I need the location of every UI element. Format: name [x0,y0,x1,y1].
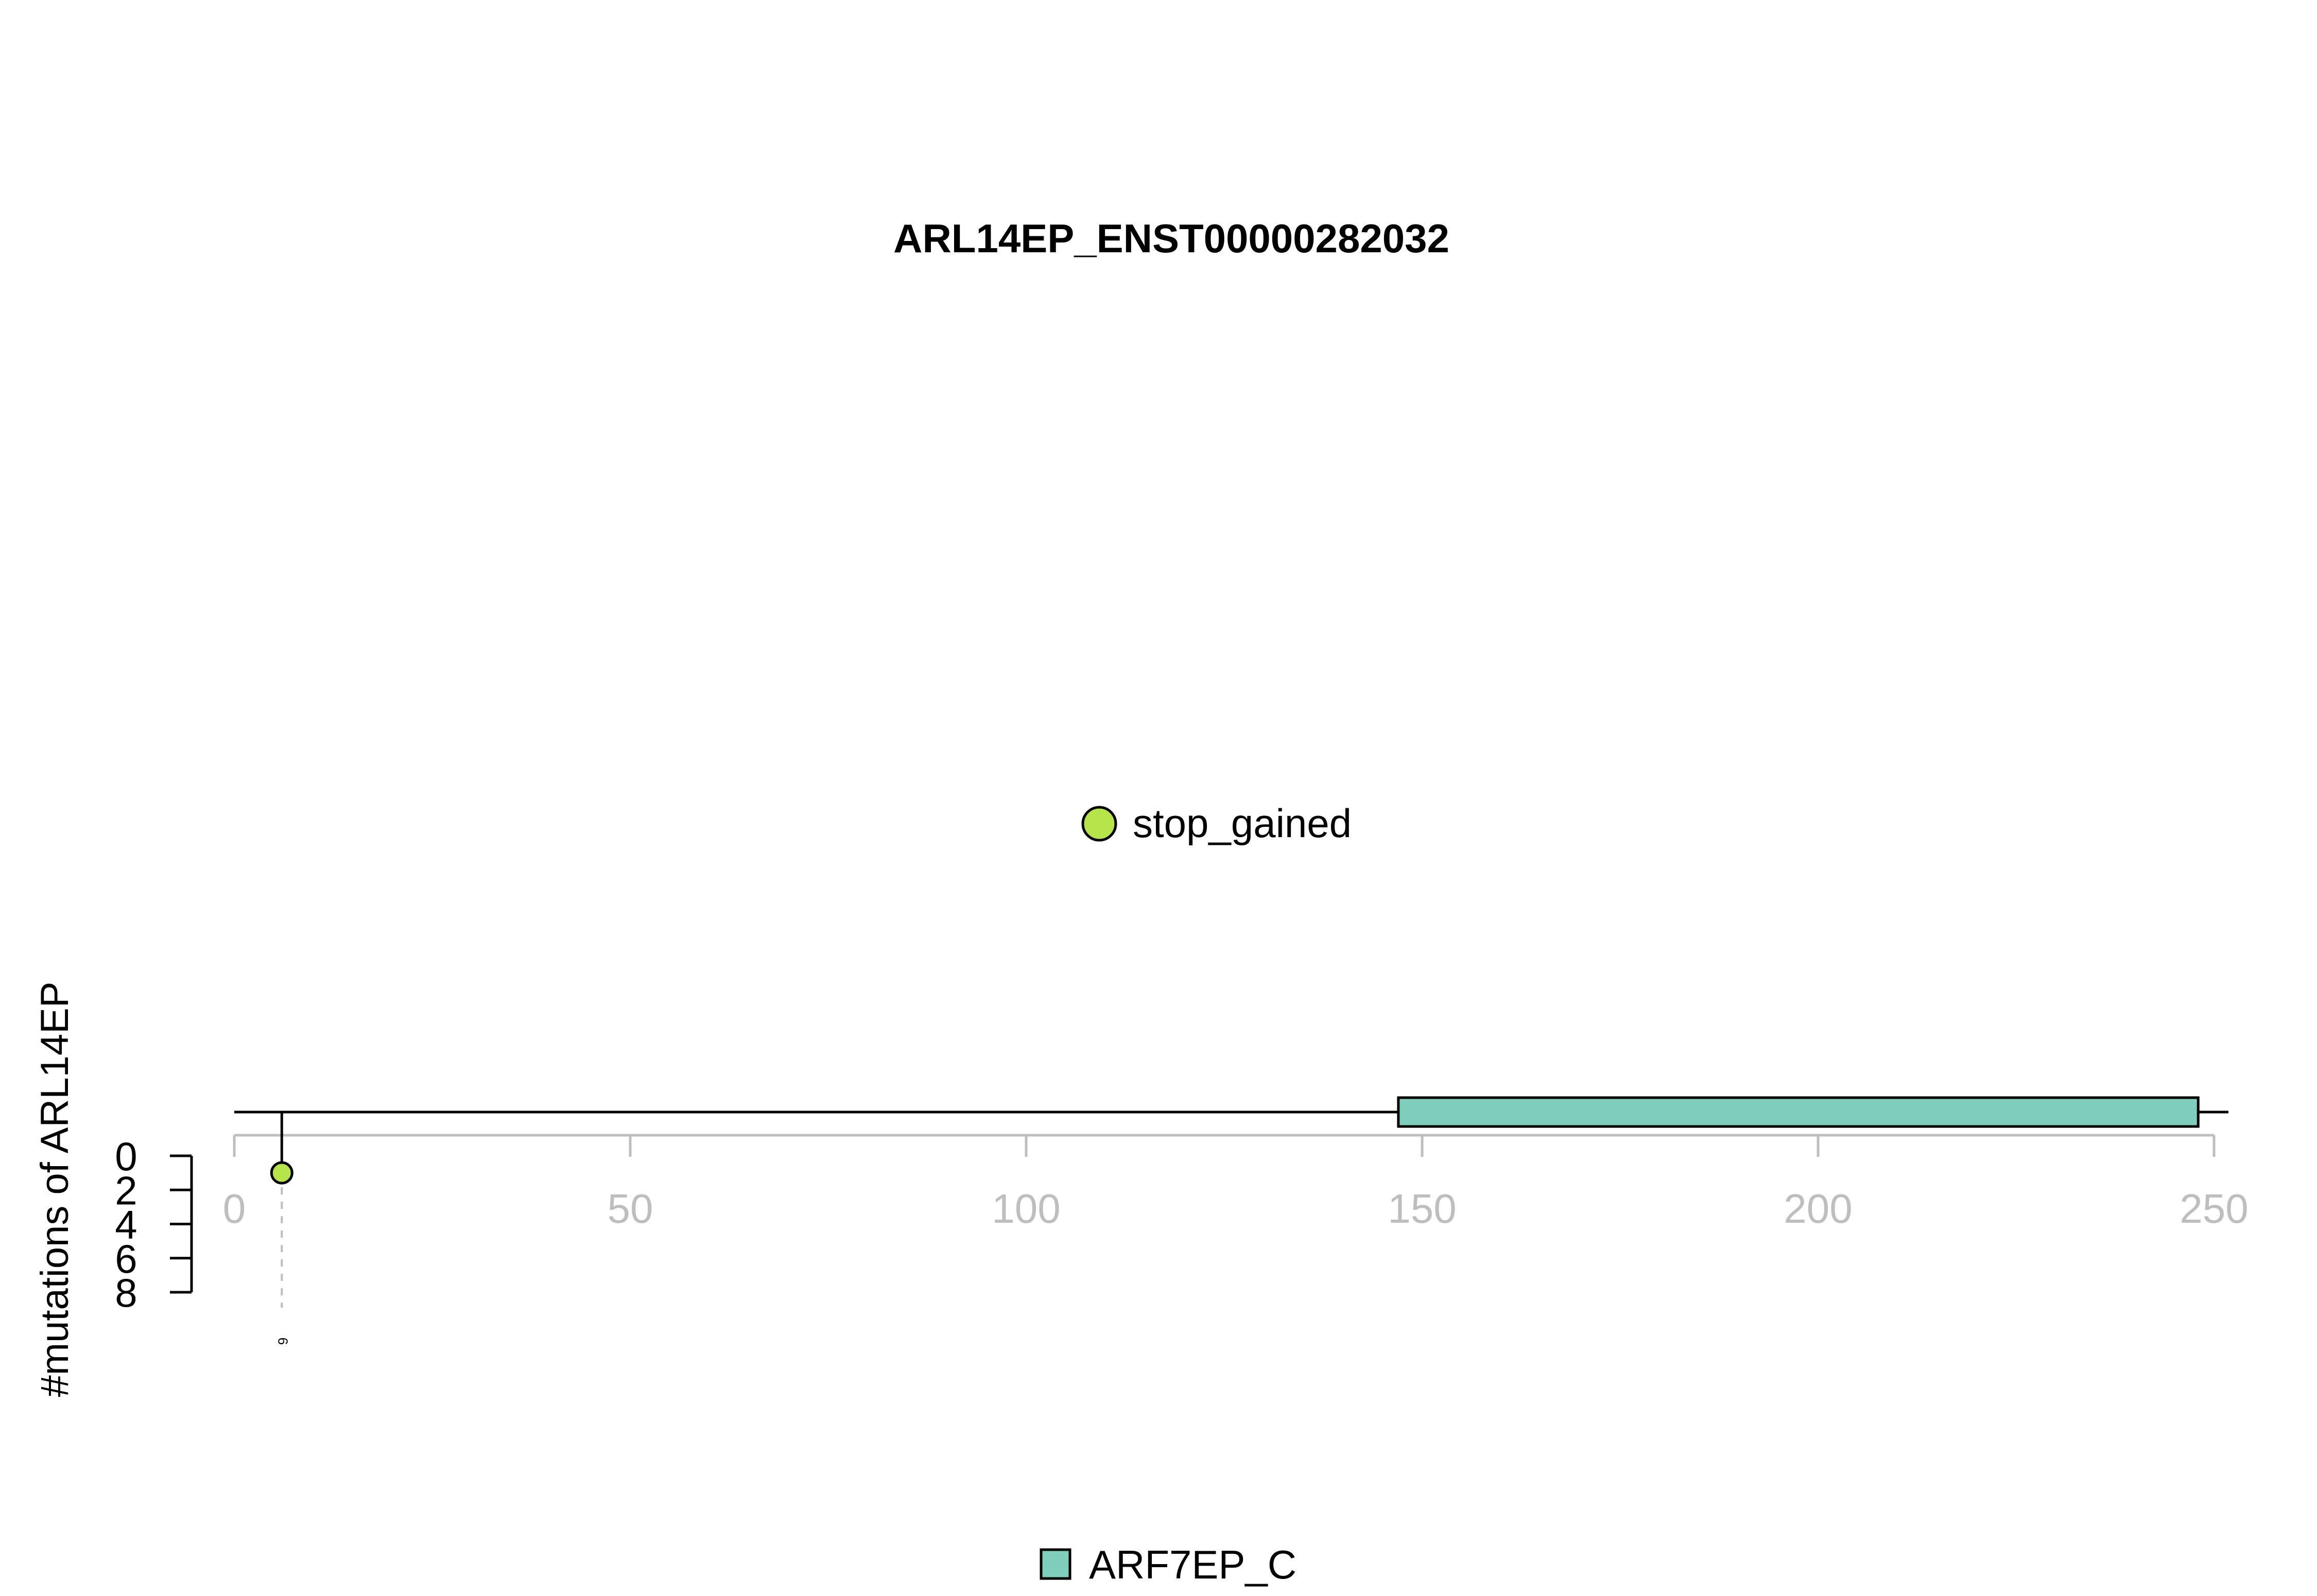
x-tick-label: 200 [1784,1186,1852,1231]
lollipop-position-label: 6 [275,1338,290,1345]
legend-swatch [1081,806,1117,842]
x-tick-label: 0 [223,1186,246,1231]
legend-swatch [1040,1548,1071,1580]
y-tick-label: 0 [115,1134,137,1179]
legend-label: stop_gained [1133,801,1352,846]
protein-track [234,1096,2228,1128]
domain-legend: ARF7EP_C [1040,1542,1296,1587]
x-tick-label: 250 [2180,1186,2248,1231]
lollipops: 6 [270,1112,293,1345]
lollipop-head [270,1161,293,1185]
y-tick-label: 6 [115,1236,137,1281]
chart-title: ARL14EP_ENST00000282032 [893,216,1449,261]
x-axis: 0 50 100 150 200 250 [223,1134,2249,1231]
x-tick-label: 50 [608,1186,653,1231]
domain-ARF7EP_C [1397,1096,2200,1128]
y-tick-label: 4 [115,1202,137,1247]
mutation-legend: stop_gained [1081,801,1352,846]
y-axis-label: #mutations of ARL14EP [33,982,77,1397]
y-tick-label: 2 [115,1168,137,1213]
x-tick-label: 150 [1388,1186,1456,1231]
legend-label: ARF7EP_C [1089,1542,1296,1587]
y-tick-label: 8 [115,1270,137,1315]
x-tick-label: 100 [992,1186,1060,1231]
